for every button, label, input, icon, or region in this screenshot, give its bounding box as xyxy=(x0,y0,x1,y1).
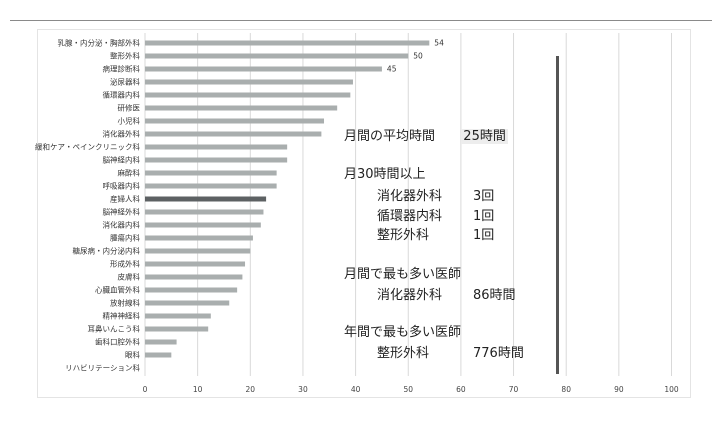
category-label: 形成外科 xyxy=(110,259,140,269)
bar xyxy=(145,352,172,358)
bar xyxy=(145,313,211,319)
category-label: 呼吸器内科 xyxy=(103,181,141,191)
x-tick-label: 10 xyxy=(193,385,203,394)
monthly-max-dept: 消化器外科 xyxy=(377,288,443,303)
category-label: 循環器内科 xyxy=(103,90,141,100)
over30-count: 3回 xyxy=(473,189,495,204)
bar xyxy=(145,248,251,254)
stats-divider-line xyxy=(556,56,559,374)
category-label: 消化器外科 xyxy=(103,129,141,139)
over30-dept: 消化器外科 xyxy=(377,189,443,204)
category-label: 消化器内科 xyxy=(103,220,141,230)
x-tick-label: 60 xyxy=(456,385,466,394)
yearly-max-title: 年間で最も多い医師 xyxy=(344,325,462,340)
bar xyxy=(145,183,277,189)
bar xyxy=(145,287,238,293)
bar xyxy=(145,222,261,228)
bar xyxy=(145,157,288,163)
bar xyxy=(145,105,338,111)
over30-count: 1回 xyxy=(473,228,495,243)
category-label: 小児科 xyxy=(118,116,141,126)
x-tick-label: 100 xyxy=(664,385,679,394)
category-label: 病理診断科 xyxy=(103,64,141,74)
category-label: 精神神経科 xyxy=(103,311,141,321)
category-label: 皮膚科 xyxy=(118,272,141,282)
over30-dept: 整形外科 xyxy=(377,228,430,243)
bar xyxy=(145,274,243,280)
avg-row: 月間の平均時間 25時間 xyxy=(344,125,508,144)
x-tick-label: 50 xyxy=(403,385,413,394)
x-tick-label: 0 xyxy=(143,385,148,394)
yearly-max-dept: 整形外科 xyxy=(377,346,430,361)
bar xyxy=(145,118,325,124)
bar xyxy=(145,131,322,137)
bar xyxy=(145,53,409,59)
yearly-max-value: 776時間 xyxy=(473,346,524,361)
over30-row: 消化器外科 3回 xyxy=(377,185,494,204)
x-tick-label: 80 xyxy=(561,385,571,394)
category-label: 眼科 xyxy=(125,350,140,360)
over30-count: 1回 xyxy=(473,209,495,224)
data-label: 54 xyxy=(434,39,444,48)
bar xyxy=(145,339,177,345)
monthly-max-value: 86時間 xyxy=(473,288,516,303)
bar xyxy=(145,300,230,306)
category-label: 泌尿器科 xyxy=(110,77,140,87)
category-label: 整形外科 xyxy=(110,51,140,61)
bar xyxy=(145,209,264,215)
category-label: 耳鼻いんこう科 xyxy=(88,324,141,334)
category-label: 乳腺・内分泌・胸部外科 xyxy=(58,38,141,48)
category-label: 歯科口腔外科 xyxy=(95,337,140,347)
over30-title: 月30時間以上 xyxy=(344,167,426,182)
over30-dept: 循環器内科 xyxy=(377,209,443,224)
monthly-max-title: 月間で最も多い医師 xyxy=(344,267,462,282)
category-label: 研修医 xyxy=(118,103,141,113)
x-tick-label: 30 xyxy=(298,385,308,394)
category-label: 脳神経外科 xyxy=(103,207,141,217)
monthly-max-row: 消化器外科 86時間 xyxy=(377,284,516,303)
bar xyxy=(145,326,209,332)
category-label: 放射線科 xyxy=(110,298,140,308)
yearly-max-row: 整形外科 776時間 xyxy=(377,342,524,361)
x-tick-label: 20 xyxy=(246,385,256,394)
category-label: 糖尿病・内分泌内科 xyxy=(73,246,141,256)
bar xyxy=(145,144,288,150)
x-tick-label: 40 xyxy=(351,385,361,394)
x-tick-label: 70 xyxy=(509,385,519,394)
bar xyxy=(145,66,382,72)
category-label: 腫瘍内科 xyxy=(110,233,140,243)
category-label: 脳神経内科 xyxy=(103,155,141,165)
data-label: 50 xyxy=(413,52,423,61)
bar xyxy=(145,170,277,176)
bar xyxy=(145,79,353,85)
over30-row: 循環器内科 1回 xyxy=(377,205,494,224)
category-label: 心臓血管外科 xyxy=(95,285,140,295)
bar xyxy=(145,261,246,267)
avg-value: 25時間 xyxy=(461,129,508,144)
bar xyxy=(145,92,351,98)
category-label: リハビリテーション科 xyxy=(65,363,140,373)
bar xyxy=(145,235,253,241)
data-label: 45 xyxy=(387,65,397,74)
over30-row: 整形外科 1回 xyxy=(377,224,494,243)
category-label: 産婦人科 xyxy=(110,194,140,204)
avg-label: 月間の平均時間 xyxy=(344,129,436,144)
top-rule xyxy=(10,20,712,21)
bar xyxy=(145,196,267,202)
category-label: 緩和ケア・ペインクリニック科 xyxy=(35,142,140,152)
bar xyxy=(145,40,430,46)
category-label: 麻酔科 xyxy=(118,168,141,178)
x-tick-label: 90 xyxy=(614,385,624,394)
